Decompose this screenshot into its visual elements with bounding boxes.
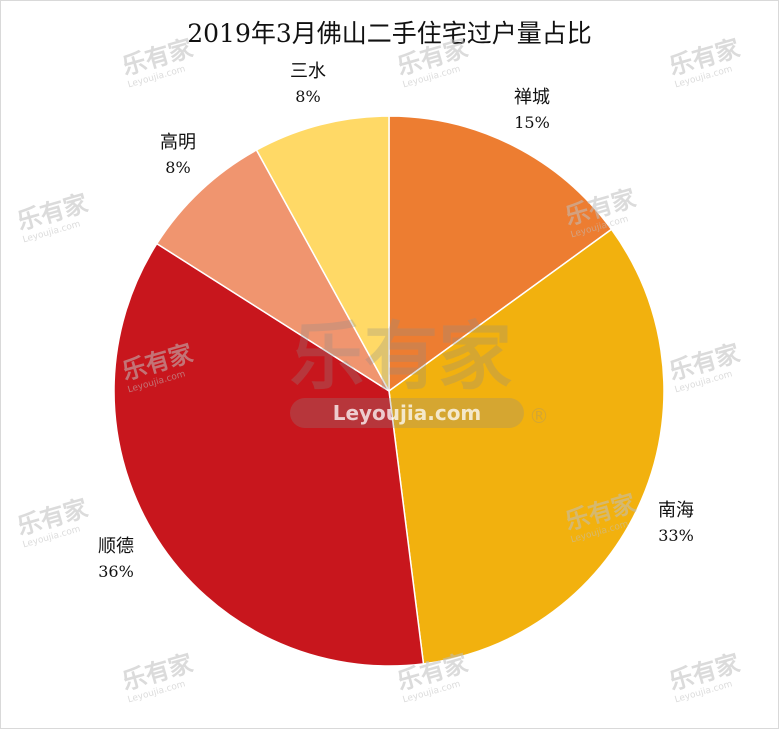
watermark-url-pill <box>290 398 524 428</box>
pie-slice-3 <box>113 242 425 667</box>
slice-labels: 禅城 15% 南海 33% 顺德 36% 高明 8% 三水 8% <box>98 61 694 581</box>
watermark-registered-mark: ® <box>529 404 549 428</box>
slice-percent-label: 8% <box>165 158 190 177</box>
slice-name-label: 三水 <box>290 61 326 82</box>
slice-name-label: 禅城 <box>514 87 550 108</box>
watermark-url-large: Leyoujia.com <box>333 401 482 425</box>
slice-name-label: 高明 <box>160 132 196 153</box>
pie-slices <box>113 115 665 667</box>
slice-percent-label: 8% <box>295 87 320 106</box>
slice-percent-label: 33% <box>658 526 694 545</box>
pie-slice-2 <box>388 228 665 665</box>
slice-percent-label: 15% <box>514 113 550 132</box>
pie-slice-5 <box>255 115 390 392</box>
slice-percent-label: 36% <box>98 562 134 581</box>
chart-title: 2019年3月佛山二手住宅过户量占比 <box>187 19 592 48</box>
slice-name-label: 南海 <box>658 500 694 521</box>
pie-slice-4 <box>155 149 390 392</box>
pie-slice-1 <box>388 115 613 393</box>
watermark-brand-large: 乐有家 <box>290 314 512 400</box>
watermark-center: 乐有家 Leyoujia.com ® <box>290 314 549 428</box>
slice-name-label: 顺德 <box>98 536 134 557</box>
